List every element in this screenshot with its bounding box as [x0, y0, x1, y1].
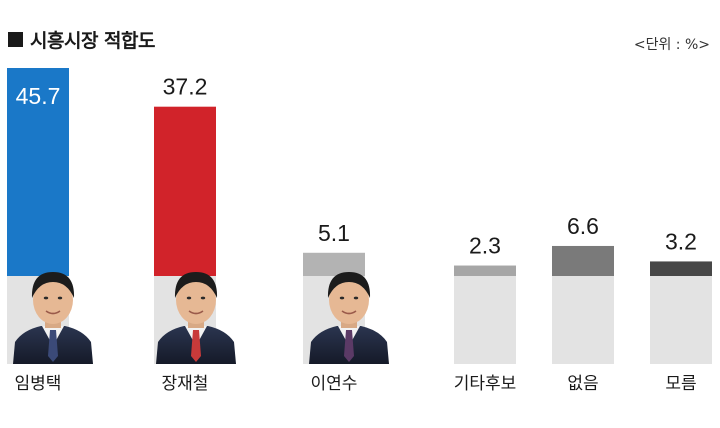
unit-label: <단위 : %> [633, 37, 710, 53]
data-label: 37.2 [163, 74, 208, 100]
bar [303, 252, 365, 276]
chart-title: 시흥시장 적합도 [8, 26, 155, 53]
candidate-photo [156, 272, 236, 364]
bar [454, 265, 516, 276]
data-label: 2.3 [469, 233, 501, 259]
category-label: 임병택 [15, 374, 62, 394]
category-label: 기타후보 [454, 374, 517, 394]
category-label: 모름 [665, 374, 696, 394]
chart-title-text: 시흥시장 적합도 [30, 30, 155, 52]
category-label: 장재철 [162, 374, 209, 394]
bar-base [454, 276, 516, 364]
data-label: 45.7 [16, 83, 61, 109]
data-label: 3.2 [665, 228, 697, 254]
bar-base [650, 276, 712, 364]
data-label: 5.1 [318, 220, 350, 246]
candidate-photo [13, 272, 93, 364]
bar [7, 68, 69, 276]
title-square-icon [8, 32, 23, 47]
bar [650, 261, 712, 276]
category-label: 없음 [567, 374, 598, 394]
candidate-photo [309, 272, 389, 364]
bar-base [552, 276, 614, 364]
bar [154, 106, 216, 276]
data-label: 6.6 [567, 213, 599, 239]
category-label: 이연수 [311, 374, 358, 394]
bar [552, 245, 614, 276]
